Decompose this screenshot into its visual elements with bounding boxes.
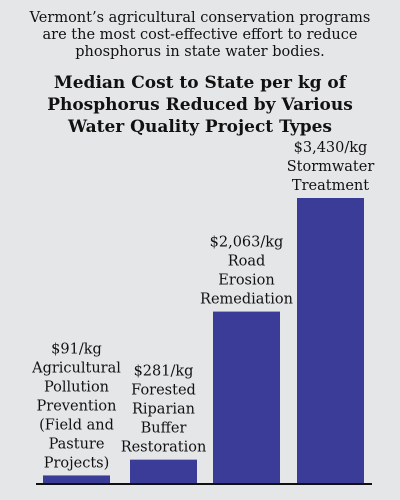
bar-category-label: Riparian [132,402,195,418]
bar-category-label: Restoration [121,440,207,456]
chart-title: Median Cost to State per kg of Phosphoru… [47,73,353,137]
bar-category-label: Remediation [200,292,293,308]
bar [213,311,280,483]
bar-category-label: (Field and [39,417,114,433]
bar-category-label: Forested [131,383,196,399]
bar-category-label: Agricultural [31,360,121,376]
bar-category-label: Prevention [37,398,117,414]
bar-value-label: $3,430/kg [294,140,368,156]
bar-category-label: Pasture [49,436,105,452]
bar [43,475,110,483]
bar-category-label: Projects) [44,455,110,471]
bar-category-label: Pollution [44,379,109,395]
bar-category-label: Stormwater [287,159,375,175]
bar-category-label: Road [228,254,266,270]
intro-text: Vermont’s agricultural conservation prog… [29,10,371,60]
bar-value-label: $91/kg [51,341,102,357]
bar-value-label: $281/kg [134,364,194,380]
bar-category-label: Treatment [292,178,369,194]
bar-category-label: Erosion [218,273,274,289]
bar [130,459,197,483]
bar-category-label: Buffer [141,421,187,437]
bar [297,198,364,483]
bar-value-label: $2,063/kg [210,235,284,251]
